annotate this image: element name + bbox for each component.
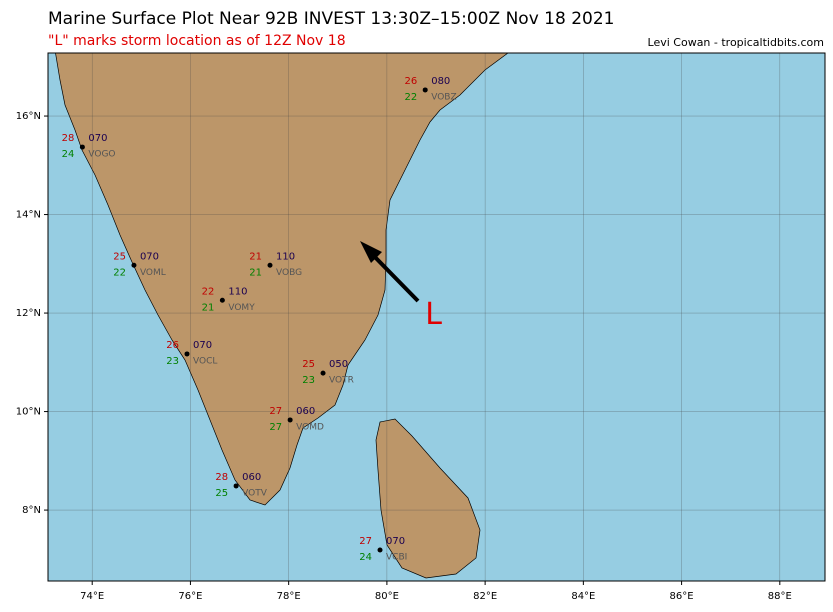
- pressure: 110: [276, 251, 295, 262]
- motion-arrow: [368, 250, 420, 303]
- y-tick-label: 10°N: [16, 407, 41, 418]
- storm-marker: L: [425, 297, 442, 332]
- dewpoint: 24: [62, 149, 75, 160]
- pressure: 070: [386, 536, 405, 547]
- temperature: 25: [302, 359, 315, 370]
- x-tick-label: 74°E: [80, 591, 104, 602]
- pressure: 060: [242, 472, 261, 483]
- temperature: 27: [359, 536, 372, 547]
- dewpoint: 24: [359, 552, 372, 563]
- x-tick-label: 78°E: [277, 591, 301, 602]
- dewpoint: 23: [166, 356, 179, 367]
- station-dot: [131, 262, 137, 268]
- station-id: VOBZ: [431, 92, 456, 102]
- station-dot: [79, 144, 85, 150]
- land: [55, 53, 509, 579]
- temperature: 27: [269, 406, 282, 417]
- temperature: 25: [113, 251, 126, 262]
- credit: Levi Cowan - tropicaltidbits.com: [648, 36, 824, 49]
- temperature: 26: [166, 340, 179, 351]
- x-tick-label: 76°E: [178, 591, 202, 602]
- x-tick-label: 82°E: [473, 591, 497, 602]
- dewpoint: 25: [215, 488, 228, 499]
- y-tick-label: 16°N: [16, 111, 41, 122]
- temperature: 26: [404, 76, 417, 87]
- x-tick-label: 88°E: [768, 591, 792, 602]
- station-id: VOCL: [193, 356, 217, 366]
- dewpoint: 21: [202, 302, 215, 313]
- pressure: 060: [296, 406, 315, 417]
- station-id: VOGO: [88, 150, 115, 160]
- station-id: VOBG: [276, 268, 302, 278]
- station-id: VOMY: [228, 303, 255, 313]
- dewpoint: 22: [113, 267, 126, 278]
- title: Marine Surface Plot Near 92B INVEST 13:3…: [48, 9, 614, 29]
- arrow-head: [360, 241, 382, 263]
- station-id: VOTV: [242, 488, 268, 498]
- temperature: 21: [249, 251, 262, 262]
- x-tick-label: 84°E: [571, 591, 595, 602]
- temperature: 28: [62, 133, 75, 144]
- dewpoint: 23: [302, 375, 315, 386]
- x-tick-label: 86°E: [670, 591, 694, 602]
- dewpoint: 22: [404, 92, 417, 103]
- station-id: VOML: [140, 268, 166, 278]
- pressure: 080: [431, 76, 450, 87]
- station-dot: [422, 87, 428, 93]
- station-dot: [184, 351, 190, 357]
- y-tick-label: 12°N: [16, 308, 41, 319]
- station-dot: [377, 547, 383, 553]
- dewpoint: 21: [249, 267, 262, 278]
- station-id: VOTR: [329, 376, 354, 386]
- station-id: VOMD: [296, 422, 324, 432]
- pressure: 070: [193, 340, 212, 351]
- y-tick-label: 8°N: [22, 505, 41, 516]
- pressure: 070: [88, 133, 107, 144]
- station-dot: [267, 262, 273, 268]
- pressure: 050: [329, 359, 348, 370]
- x-tick-label: 80°E: [375, 591, 399, 602]
- subtitle: "L" marks storm location as of 12Z Nov 1…: [48, 33, 346, 49]
- dewpoint: 27: [269, 422, 282, 433]
- station-dot: [219, 297, 225, 303]
- pressure: 110: [228, 286, 247, 297]
- station-dot: [287, 417, 293, 423]
- station-dot: [233, 483, 239, 489]
- temperature: 22: [202, 286, 215, 297]
- y-tick-label: 14°N: [16, 210, 41, 221]
- pressure: 070: [140, 251, 159, 262]
- temperature: 28: [215, 472, 228, 483]
- map-frame: [47, 52, 826, 582]
- station-dot: [320, 370, 326, 376]
- station-id: VCBI: [386, 552, 407, 562]
